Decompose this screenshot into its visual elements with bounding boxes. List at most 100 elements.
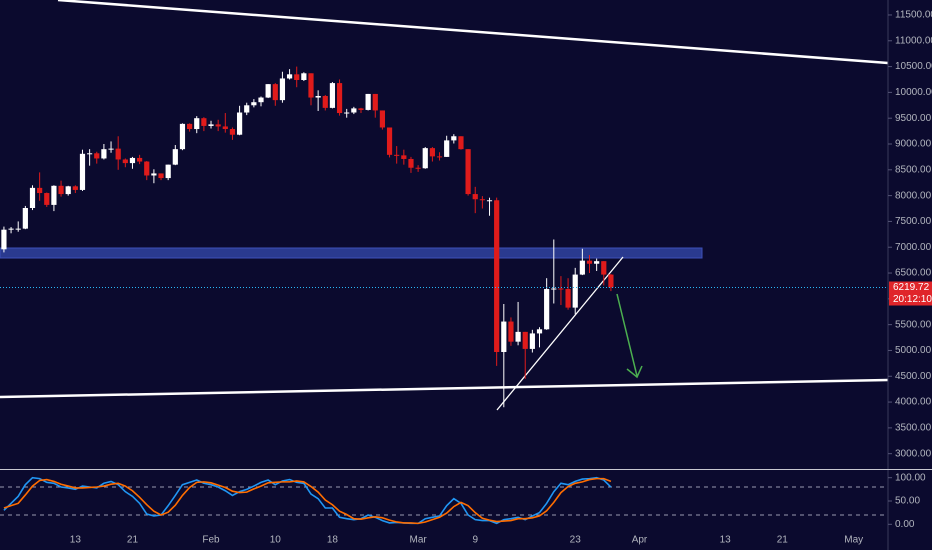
candle-body: [137, 157, 143, 162]
forecast-arrow: [616, 293, 643, 379]
y-tick-label: 8000.00: [895, 190, 932, 201]
y-tick-label: 3000.00: [895, 448, 932, 459]
x-tick-label: Feb: [202, 535, 220, 546]
candle-body: [336, 83, 343, 114]
candle-body: [329, 83, 336, 108]
x-tick-label: May: [844, 535, 863, 546]
candle-body: [229, 129, 236, 135]
candle-body: [594, 261, 600, 264]
candle-body: [494, 200, 500, 352]
candle-body: [415, 167, 421, 169]
y-tick-label: 11500.00: [895, 10, 932, 21]
candle-body: [529, 333, 535, 349]
lower-trend-line: [0, 378, 889, 399]
candle-body: [51, 185, 57, 205]
candle-body: [401, 155, 407, 159]
candle-body: [186, 123, 193, 130]
candle-body: [351, 108, 357, 113]
x-tick-label: 9: [472, 535, 478, 546]
candle-body: [386, 127, 393, 155]
y-tick-label: 7000.00: [895, 242, 932, 253]
candle-body: [344, 112, 350, 114]
oscillator-line: [3, 477, 612, 525]
candle-body: [608, 274, 614, 288]
candle-body: [265, 84, 271, 98]
candle-body: [408, 158, 414, 168]
candle-body: [522, 331, 528, 349]
candle-body: [451, 136, 457, 141]
candle-body: [472, 194, 478, 200]
x-tick-label: 10: [270, 535, 282, 546]
candle-body: [172, 149, 178, 165]
x-tick-label: Mar: [409, 535, 427, 546]
candle-body: [58, 185, 64, 195]
candle-body: [315, 96, 321, 98]
candle-body: [436, 156, 443, 158]
candle-body: [201, 118, 207, 126]
candle-body: [586, 260, 593, 264]
candle-body: [158, 173, 164, 179]
candle-body: [165, 164, 171, 179]
candles: [1, 66, 614, 408]
x-tick-label: 21: [777, 535, 789, 546]
x-tick-label: 18: [327, 535, 339, 546]
candle-body: [222, 126, 228, 130]
upper-trend-line: [57, 0, 889, 65]
candle-body: [87, 153, 93, 155]
candle-body: [129, 157, 136, 164]
candle-body: [515, 331, 521, 342]
candle-body: [279, 78, 286, 101]
candle-body: [301, 73, 307, 80]
oscillator-line: [3, 476, 612, 525]
y-tick-label: 9500.00: [895, 113, 932, 124]
y-tick-label: 10500.00: [895, 61, 932, 72]
candle-body: [72, 186, 78, 190]
y-tick-label: 8500.00: [895, 164, 932, 175]
candle-body: [365, 93, 371, 110]
candle-body: [8, 228, 14, 230]
y-tick-label: 0.00: [895, 519, 915, 530]
last-price-label: 6219.72: [893, 282, 930, 293]
y-tick-label: 5000.00: [895, 345, 932, 356]
candle-body: [94, 153, 100, 159]
candle-body: [251, 102, 257, 106]
y-tick-label: 6500.00: [895, 268, 932, 279]
candle-body: [151, 173, 157, 176]
candle-body: [236, 112, 243, 135]
x-tick-label: 13: [70, 535, 82, 546]
y-tick-label: 11000.00: [895, 35, 932, 46]
y-tick-label: 50.00: [895, 496, 920, 507]
countdown-box: [889, 293, 932, 306]
candle-body: [479, 199, 485, 201]
y-tick-label: 10000.00: [895, 87, 932, 98]
x-tick-label: 21: [127, 535, 139, 546]
candle-body: [558, 288, 564, 290]
candle-body: [544, 289, 550, 330]
countdown-label: 20:12:10: [893, 294, 932, 305]
candle-body: [486, 200, 493, 202]
y-tick-label: 5500.00: [895, 319, 932, 330]
candle-body: [601, 261, 607, 275]
candle-body: [194, 118, 200, 130]
candle-body: [258, 97, 264, 103]
candle-body: [108, 148, 114, 150]
candle-body: [79, 153, 86, 190]
candle-body: [115, 148, 121, 160]
candle-body: [465, 149, 471, 195]
candle-body: [101, 149, 107, 159]
x-tick-label: Apr: [632, 535, 648, 546]
candle-body: [179, 123, 186, 150]
candle-body: [37, 187, 43, 194]
y-tick-label: 3500.00: [895, 423, 932, 434]
rising-trend-line: [496, 256, 624, 411]
x-tick-label: 23: [570, 535, 582, 546]
candle-body: [422, 148, 428, 169]
candle-body: [536, 329, 543, 334]
candle-body: [458, 136, 464, 150]
last-price-box: [889, 281, 932, 294]
candle-body: [144, 161, 150, 176]
candle-body: [444, 140, 450, 157]
resistance-zone: [0, 247, 703, 259]
